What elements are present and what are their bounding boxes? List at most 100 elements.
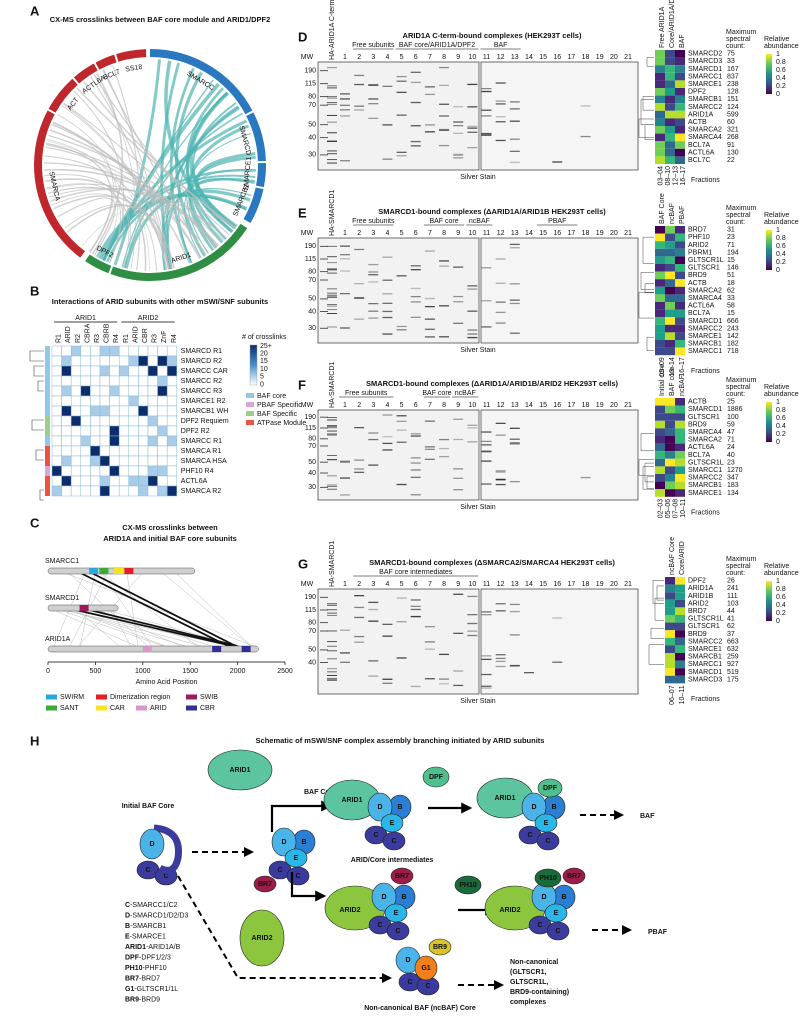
heat-cell [147, 485, 158, 497]
heat-cell [128, 355, 139, 367]
panel-title: ARID1A C-term-bound complexes (HEK293T c… [403, 31, 582, 40]
heat-cell [675, 126, 685, 134]
heatmap-column: Free ARID1A [659, 6, 666, 48]
heat-cell [665, 317, 675, 325]
dendrogram [642, 236, 654, 264]
heat-cell [675, 653, 685, 661]
spectral-count: 837 [727, 73, 739, 80]
legend-entry: E-SMARCE1 [125, 933, 166, 940]
protein-label: ACTB [688, 119, 707, 126]
mw-marker: 80 [308, 436, 316, 443]
heat-cell [675, 592, 685, 600]
crosslink [100, 570, 152, 647]
subunit-label: E [554, 910, 559, 917]
legend-entry: G1-GLTSCR1/1L [125, 986, 178, 993]
heat-cell [99, 485, 110, 497]
lane-number: 8 [442, 402, 446, 409]
legend-desc: -SMARCE1 [130, 933, 166, 940]
protein-label: SMARCC1 [688, 73, 722, 80]
heat-cell [655, 309, 665, 318]
lane-number: 6 [414, 230, 418, 237]
heat-cell [665, 347, 675, 356]
heat-cell [109, 385, 120, 397]
protein-label: SMARCC1 [688, 661, 722, 668]
domain [114, 568, 124, 574]
heat-cell [166, 435, 178, 447]
heat-cell [675, 398, 685, 406]
heat-cell [665, 413, 675, 421]
domain-swatch [186, 705, 197, 711]
subunit-label: DPF [429, 774, 444, 781]
heat-cell [99, 405, 110, 417]
dendrogram [638, 291, 654, 319]
lane-number: 7 [428, 230, 432, 237]
domain-label: SWIRM [60, 694, 84, 701]
scale-tick: 0.2 [776, 610, 786, 617]
protein-label: GLTSCR1 [688, 623, 720, 630]
heat-cell [675, 668, 685, 676]
spectral-count: 519 [727, 669, 739, 676]
protein-label: SMARCB1 [688, 341, 722, 348]
spectral-count: 23 [727, 459, 735, 466]
spectral-count: 41 [727, 616, 735, 623]
mw-marker: 70 [308, 628, 316, 635]
stain-label: Silver Stain [460, 347, 496, 354]
mw-marker: 190 [304, 414, 316, 421]
column-label: R4 [171, 334, 178, 343]
legend-title: # of crosslinks [242, 334, 287, 341]
arrow [290, 872, 327, 902]
ring-segment [256, 162, 266, 188]
protein-label: BRD9 [688, 631, 707, 638]
heatmap-column: Core/ARID [679, 541, 686, 575]
heat-cell [655, 347, 665, 356]
heat-cell [157, 355, 168, 367]
stain-label: Silver Stain [460, 174, 496, 181]
heat-cell [147, 345, 158, 357]
heat-cell [665, 637, 675, 646]
crosslink-chord [50, 188, 227, 240]
ring-segment [243, 187, 264, 223]
domain [89, 568, 99, 574]
lane-number: 19 [596, 581, 604, 588]
heat-cell [675, 118, 685, 126]
crosslink-strong [80, 607, 238, 647]
heat-cell [138, 375, 149, 387]
bait-label: HA-SMARCD1 [329, 541, 336, 587]
domain-swatch [96, 705, 107, 711]
color-scale [249, 344, 258, 386]
crosslink-chord [63, 102, 223, 244]
heat-cell [138, 395, 149, 407]
heat-cell [665, 451, 675, 459]
heat-cell [51, 425, 62, 437]
stage-label: Non-canonical BAF (ncBAF) Core [364, 1005, 476, 1012]
lane-number: 17 [568, 54, 576, 61]
spectral-count: 40 [727, 452, 735, 459]
protein-label: SMARCB1 [688, 96, 722, 103]
complex-label: BAF [640, 813, 655, 820]
lane-number: 11 [483, 230, 490, 237]
heatmap-column: BAF Core [659, 193, 666, 224]
dendrogram [35, 449, 44, 461]
mw-marker: 50 [308, 459, 316, 466]
legend-desc: -PHF10 [143, 965, 167, 972]
heat-cell [675, 50, 685, 58]
heatmap-column: ncBAF Core [669, 537, 676, 575]
crosslink [49, 607, 137, 647]
lane-number: 13 [511, 402, 519, 409]
scale-header: abundance [764, 391, 799, 398]
count-header: Maximum [726, 29, 757, 36]
row-category [45, 476, 50, 486]
mw-marker: 30 [308, 152, 316, 159]
row-label: SMARCC R3 [181, 388, 222, 395]
lane-number: 14 [525, 581, 533, 588]
category-swatch [246, 411, 254, 416]
protein-label: SMARCE1 [688, 333, 722, 340]
heat-cell [80, 475, 91, 487]
subunit-label: ARID2 [339, 907, 360, 914]
heat-cell [675, 340, 685, 348]
dendrogram [33, 365, 44, 377]
subunit [239, 909, 285, 967]
heat-cell [655, 103, 665, 111]
domain [142, 646, 152, 652]
